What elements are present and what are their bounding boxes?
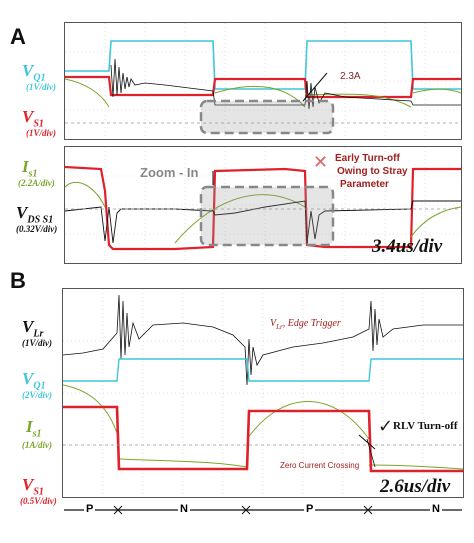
rlv-turnoff-label: RLV Turn-off bbox=[393, 420, 458, 432]
warning-line-2: Owing to Stray bbox=[337, 166, 408, 177]
panel-b-letter: B bbox=[10, 268, 26, 293]
vds-trace-a bbox=[64, 200, 461, 244]
zero-crossing-label: Zero Current Crossing bbox=[280, 461, 360, 470]
panel-a-letter: A bbox=[10, 24, 26, 49]
warning-x-icon: ✕ bbox=[313, 152, 329, 173]
scale-vlr-b: (1V/div) bbox=[22, 338, 52, 348]
label-vlr-b: VLr bbox=[22, 317, 44, 340]
vs1-trace bbox=[65, 75, 461, 99]
scope-a-top-plot bbox=[64, 23, 462, 139]
warning-line-3: Parameter bbox=[340, 179, 389, 190]
time-div-a: 3.4us/div bbox=[372, 236, 443, 257]
axis-n-1: N bbox=[178, 503, 190, 515]
scale-vs1-a: (1V/div) bbox=[26, 128, 56, 138]
is1-env-b bbox=[62, 384, 464, 470]
scale-vq1-a: (1V/div) bbox=[26, 82, 56, 92]
zoom-box-a-bottom bbox=[199, 185, 335, 247]
label-vq1-b: VQ1 bbox=[22, 369, 46, 392]
label-vds-a: VDS S1 bbox=[16, 203, 54, 226]
axis-p-2: P bbox=[304, 503, 316, 515]
vq1-trace bbox=[65, 40, 461, 90]
vs1-trace-b bbox=[63, 405, 463, 473]
scope-b-plot bbox=[62, 289, 464, 497]
check-icon: ✓ bbox=[378, 416, 394, 437]
arrow-zero bbox=[366, 438, 376, 468]
scale-is1-b: (1A/div) bbox=[22, 440, 52, 450]
scale-vq1-b: (2V/div) bbox=[22, 390, 52, 400]
zoom-in-label: Zoom - In bbox=[140, 165, 199, 180]
scope-a-bottom-plot bbox=[64, 147, 462, 263]
label-is1-b: Is1 bbox=[26, 417, 42, 440]
is1-envelope-a bbox=[64, 182, 462, 244]
scale-vds-a: (0.32V/div) bbox=[16, 224, 58, 234]
axis-n-2: N bbox=[430, 503, 442, 515]
arrow-rlv bbox=[358, 434, 376, 450]
arrow-2-3a bbox=[302, 72, 328, 102]
vlr-trace-b bbox=[62, 294, 463, 386]
scope-b bbox=[62, 288, 464, 498]
scope-a-bottom bbox=[64, 146, 462, 264]
warning-line-1: Early Turn-off bbox=[335, 153, 400, 164]
scale-is1-a: (2.2A/div) bbox=[18, 178, 55, 188]
time-div-b: 2.6us/div bbox=[380, 476, 451, 497]
vq1-trace-b bbox=[63, 358, 463, 382]
label-vs1-a: VS1 bbox=[22, 107, 44, 130]
axis-p-1: P bbox=[84, 503, 96, 515]
scope-a-top bbox=[64, 22, 462, 140]
edge-trigger-label: VLr, Edge Trigger bbox=[270, 318, 341, 331]
zoom-box-a-top bbox=[199, 99, 335, 135]
label-vs1-b: VS1 bbox=[22, 475, 44, 498]
annotation-2-3a: 2.3A bbox=[340, 71, 361, 82]
label-vq1-a: VQ1 bbox=[22, 61, 46, 84]
is1-trace-a bbox=[64, 165, 461, 251]
pn-axis bbox=[64, 505, 462, 515]
vlr-trace-top bbox=[110, 58, 461, 110]
label-is1-a: Is1 bbox=[22, 157, 38, 180]
is1-trace-top bbox=[64, 78, 462, 108]
scale-vs1-b: (0.5V/div) bbox=[20, 496, 57, 506]
